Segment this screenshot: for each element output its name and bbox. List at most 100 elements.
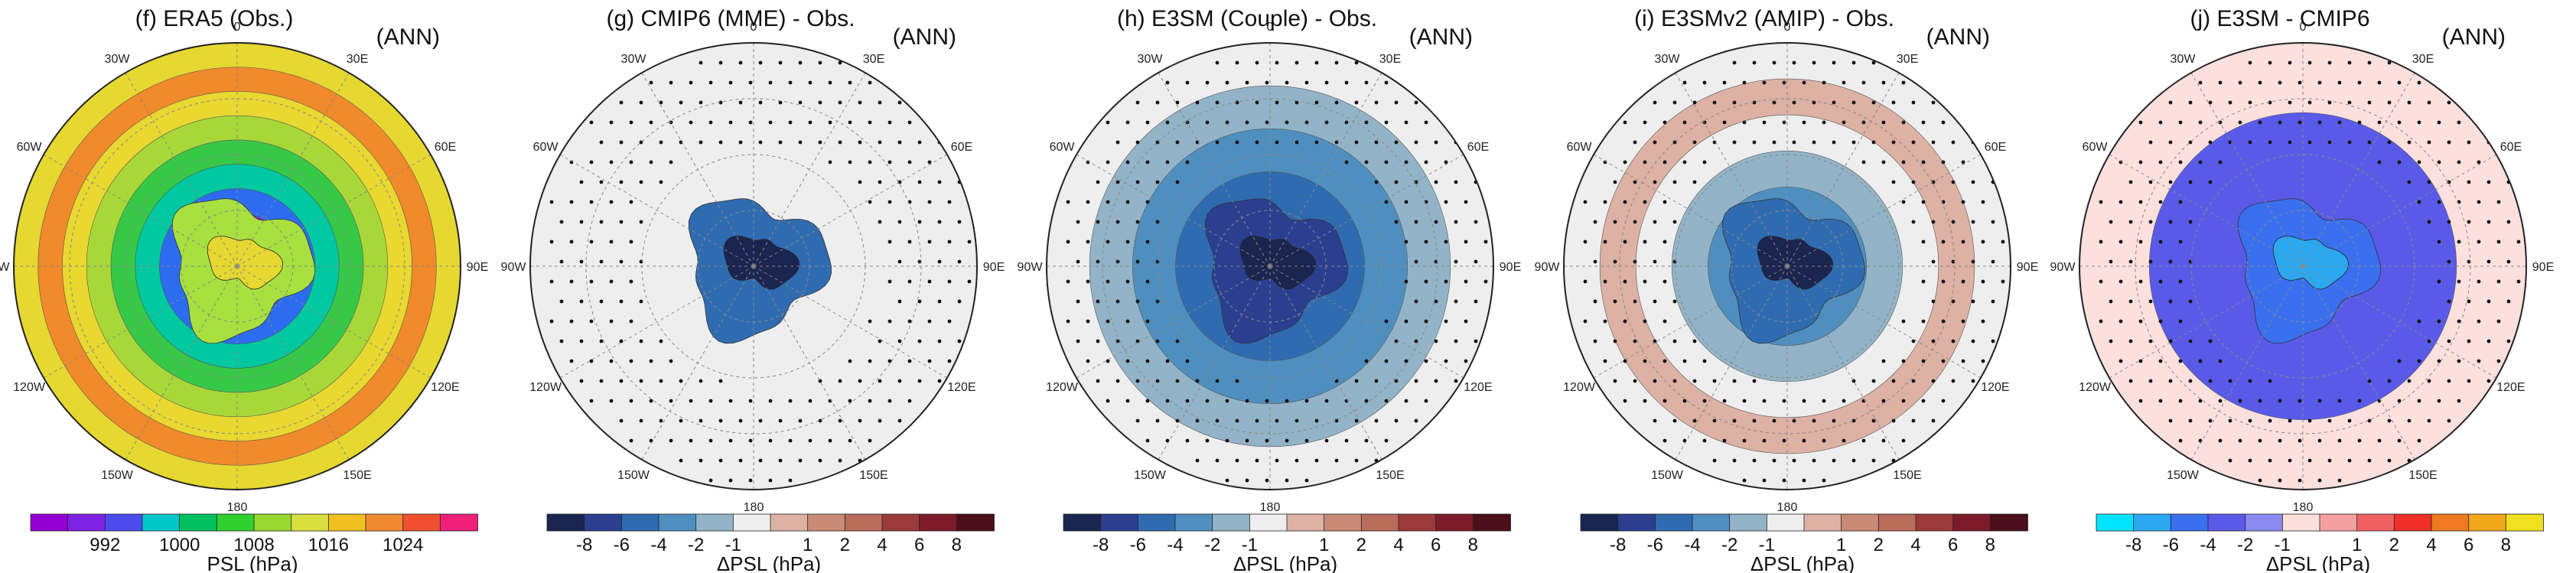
colorbar-tick-label: -2: [688, 535, 704, 555]
colorbar-segment: [253, 513, 292, 532]
longitude-label: 150W: [1134, 469, 1167, 482]
panel-f: 0 30E 60E 90E 120E 150E 180 150W 120W 90W 60W 30W (f…: [0, 6, 488, 573]
colorbar: -8 -6 -4 -2 -1 1 2 4 6 8 ΔPSL (hPa): [1063, 513, 1511, 573]
longitude-label: 60W: [533, 141, 559, 154]
longitude-label: 60E: [1985, 141, 2006, 154]
map-boundary: [1046, 42, 1494, 490]
colorbar: 992 1000 1008 1016 1024 PSL (hPa): [30, 513, 478, 573]
colorbar-segment: [844, 513, 883, 532]
colorbar-tick-label: 6: [1948, 535, 1958, 555]
longitude-label: 90E: [2532, 261, 2554, 274]
colorbar-tick-label: -1: [725, 535, 741, 555]
longitude-label: 90E: [467, 261, 488, 274]
colorbar-tick-label: 1: [803, 535, 813, 555]
colorbar-segment: [695, 513, 734, 532]
colorbar-title: PSL (hPa): [207, 552, 298, 573]
colorbar-title: ΔPSL (hPa): [1750, 552, 1855, 573]
panel-title: (g) CMIP6 (MME) - Obs.: [606, 6, 855, 31]
colorbar-segment: [1654, 513, 1693, 532]
panel-title: (h) E3SM (Couple) - Obs.: [1117, 6, 1377, 31]
colorbar-segment: [1877, 513, 1917, 532]
colorbar-segment: [327, 513, 366, 532]
colorbar-segment: [2319, 513, 2358, 532]
colorbar-tick-label: 8: [952, 535, 962, 555]
core-centre: [2272, 236, 2350, 290]
longitude-label: 180: [744, 501, 764, 514]
colorbar-segment: [1915, 513, 1954, 532]
colorbar-segment: [1729, 513, 1768, 532]
colorbar-segment: [402, 513, 441, 532]
longitude-label: 90W: [501, 261, 527, 274]
colorbar-segment: [620, 513, 659, 532]
season-label: (ANN): [1926, 24, 1990, 50]
colorbar-segment: [919, 513, 958, 532]
colorbar-tick-label: 1008: [233, 535, 274, 555]
longitude-label: 60E: [951, 141, 972, 154]
colorbar-segment: [1286, 513, 1325, 532]
core-centre: [207, 236, 284, 290]
colorbar-tick-label: -2: [1721, 535, 1737, 555]
colorbar-segment: [1989, 513, 2028, 532]
core-centre: [723, 236, 800, 290]
longitude-label: 120E: [1464, 381, 1492, 394]
longitude-label: 150E: [859, 469, 887, 482]
colorbar-tick-label: 2: [1356, 535, 1366, 555]
colorbar-segment: [2505, 513, 2544, 532]
colorbar-title: ΔPSL (hPa): [2266, 552, 2370, 573]
longitude-label: 30E: [863, 53, 884, 66]
longitude-label: 30W: [1655, 53, 1681, 66]
map-boundary: [1563, 42, 2011, 490]
panel-title: (f) ERA5 (Obs.): [135, 6, 294, 31]
colorbar-segment: [1580, 513, 1619, 532]
colorbar-tick-label: -6: [1647, 535, 1663, 555]
map-boundary: [529, 42, 978, 490]
colorbar: -8 -6 -4 -2 -1 1 2 4 6 8 ΔPSL (hPa): [546, 513, 995, 573]
longitude-label: 60W: [17, 141, 43, 154]
colorbar-segment: [365, 513, 404, 532]
colorbar-tick-label: -8: [1610, 535, 1626, 555]
colorbar-segment: [1952, 513, 1991, 532]
colorbar-segment: [1100, 513, 1139, 532]
colorbar-segment: [956, 513, 995, 532]
colorbar-tick-label: 2: [840, 535, 850, 555]
longitude-label: 120E: [2496, 381, 2525, 394]
colorbar-segment: [658, 513, 697, 532]
longitude-label: 120W: [1046, 381, 1079, 394]
graticule: [530, 43, 977, 490]
colorbar-tick-label: 6: [1431, 535, 1441, 555]
colorbar-tick-label: -4: [2200, 535, 2216, 555]
longitude-label: 30E: [1897, 53, 1918, 66]
longitude-label: 150E: [343, 469, 371, 482]
longitude-label: 90W: [2050, 261, 2076, 274]
season-label: (ANN): [893, 24, 956, 50]
longitude-label: 180: [2293, 501, 2314, 514]
core-centre: [1239, 236, 1317, 290]
panels-layer: 030E60E90E120E150E180150W120W90W60W30W(f…: [0, 6, 2554, 573]
panel-h: 0 30E 60E 90E 120E 150E 180 150W 120W 90W 60W 30W (h…: [1018, 6, 1522, 573]
longitude-label: 30E: [1379, 53, 1401, 66]
panel-i: 0 30E 60E 90E 120E 150E 180 150W 120W 90W 60W 30W (i…: [1535, 6, 2039, 573]
longitude-label: 30W: [621, 53, 647, 66]
longitude-label: 30W: [2171, 53, 2197, 66]
colorbar-tick-label: 2: [2389, 535, 2399, 555]
longitude-label: 120E: [431, 381, 459, 394]
colorbar-tick-label: -2: [2237, 535, 2253, 555]
longitude-label: 0: [1784, 21, 1791, 34]
colorbar-segment: [30, 513, 69, 532]
longitude-label: 0: [234, 21, 241, 34]
longitude-label: 90E: [1500, 261, 1521, 274]
longitude-label: 0: [2300, 21, 2307, 34]
colorbar-tick-label: 4: [2426, 535, 2436, 555]
longitude-label: 90W: [1535, 261, 1561, 274]
longitude-label: 150W: [617, 469, 650, 482]
colorbar-tick-label: 2: [1874, 535, 1884, 555]
colorbar-segment: [546, 513, 585, 532]
colorbar-tick-label: -6: [2163, 535, 2179, 555]
colorbar-segment: [2393, 513, 2432, 532]
colorbar-tick-label: 1024: [383, 535, 423, 555]
colorbar-segment: [1841, 513, 1880, 532]
map-boundary: [13, 42, 461, 490]
colorbar-tick-label: 4: [1393, 535, 1403, 555]
colorbar-segment: [2133, 513, 2172, 532]
